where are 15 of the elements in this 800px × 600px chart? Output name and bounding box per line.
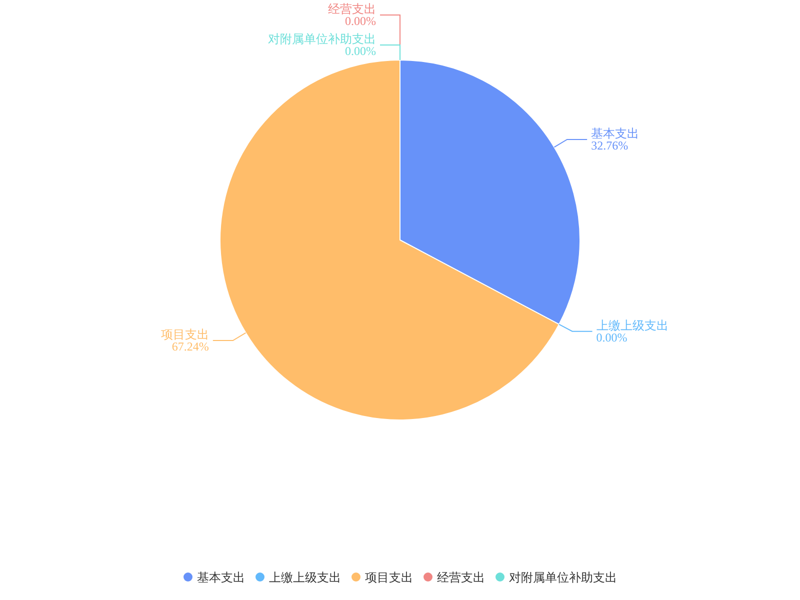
text: 0.00% [345,14,376,28]
category-label: 对附属单位补助支出 [268,32,376,46]
data-label: 67.24% [172,340,209,354]
data-label: 32.76% [591,138,628,152]
slice-label: 项目支出 [160,328,209,342]
legend-label: 对附属单位补助支出 [509,570,617,584]
text: 0.00% [345,44,376,58]
legend-label: 经营支出 [437,570,485,584]
slice-label: 基本支出 [591,126,640,140]
category-label: 上缴上级支出 [269,570,341,584]
category-label: 经营支出 [328,2,376,16]
text: 0.00% [596,330,628,344]
legend-label: 基本支出 [197,570,245,584]
legend-label: 项目支出 [365,570,413,584]
legend-label: 上缴上级支出 [596,318,668,332]
